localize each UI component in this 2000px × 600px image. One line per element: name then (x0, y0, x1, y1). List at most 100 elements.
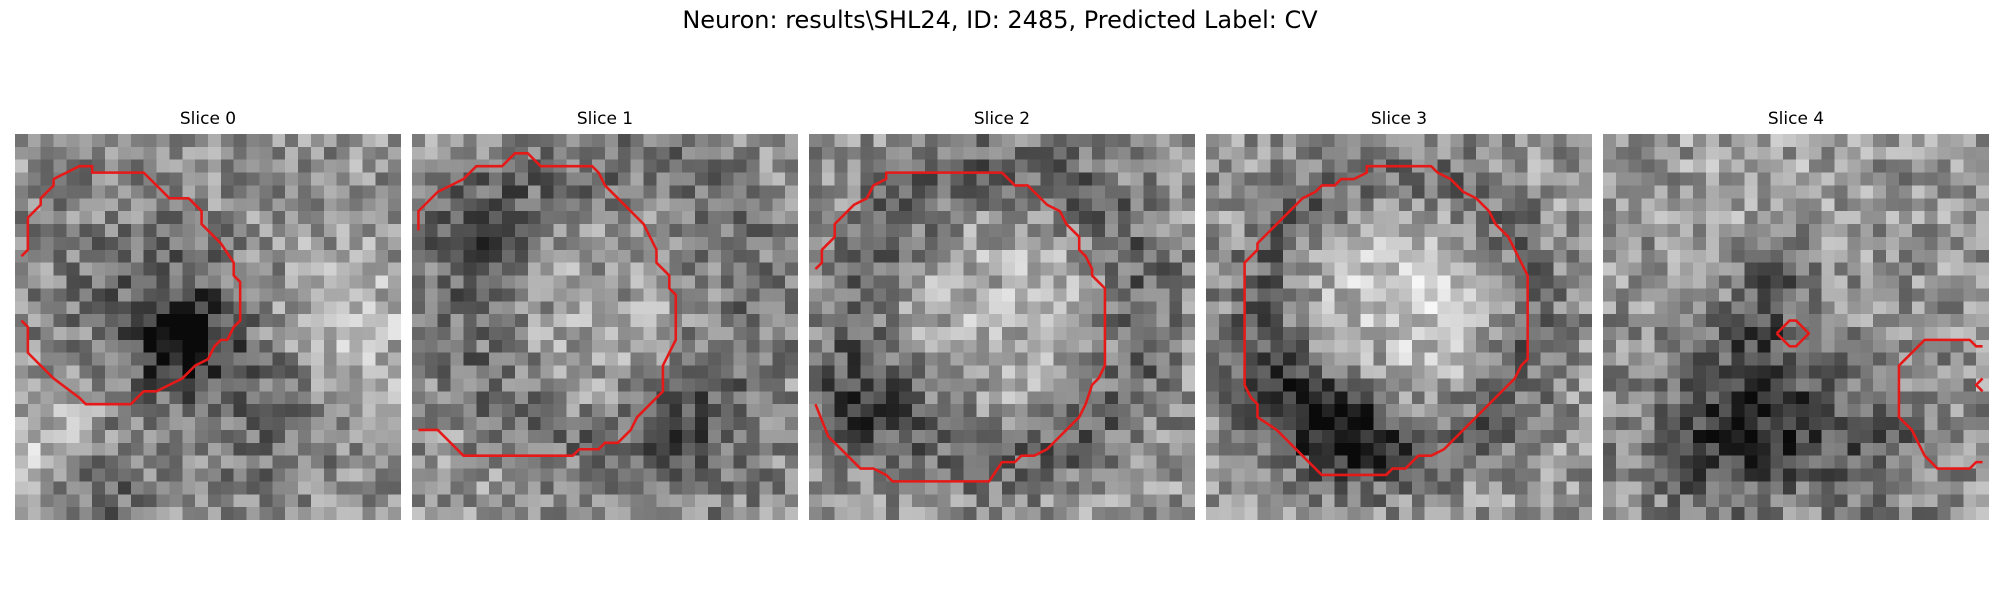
slice-pixel (1757, 455, 1771, 469)
slice-pixel (53, 391, 67, 405)
slice-pixel (834, 417, 848, 431)
slice-pixel (1231, 481, 1245, 495)
slice-pixel (1808, 429, 1822, 444)
slice-pixel (1424, 365, 1438, 379)
slice-pixel (1566, 159, 1580, 173)
slice-pixel (1886, 365, 1900, 379)
slice-pixel (1399, 198, 1413, 212)
slice-pixel (1040, 378, 1054, 392)
slice-pixel (412, 262, 426, 276)
slice-pixel (1654, 494, 1668, 508)
slice-pixel (1373, 352, 1387, 366)
slice-pixel (1399, 442, 1413, 456)
slice-pixel (1540, 275, 1554, 289)
slice-pixel (669, 507, 683, 520)
slice-pixel (1130, 198, 1144, 212)
slice-pixel (1027, 236, 1041, 251)
slice-pixel (246, 365, 260, 379)
slice-pixel (1231, 211, 1245, 225)
slice-pixel (1566, 455, 1580, 469)
slice-pixel (272, 417, 286, 431)
slice-pixel (579, 327, 593, 341)
slice-pixel (527, 314, 541, 328)
slice-pixel (476, 275, 490, 289)
slice-pixel (1437, 198, 1451, 212)
slice-pixel (1360, 365, 1374, 379)
slice-pixel (1182, 417, 1195, 431)
slice-pixel (156, 146, 170, 160)
slice-pixel (117, 429, 132, 444)
slice-pixel (1206, 378, 1220, 392)
slice-pixel (1143, 327, 1157, 341)
slice-pixel (834, 378, 848, 392)
slice-pixel (1206, 159, 1220, 173)
slice-pixel (1527, 211, 1541, 225)
slice-pixel (105, 301, 119, 315)
slice-pixel (1270, 198, 1284, 212)
slice-pixel (1411, 378, 1425, 392)
slice-pixel (323, 301, 337, 315)
slice-pixel (720, 275, 734, 289)
slice-pixel (1092, 507, 1106, 520)
slice-pixel (847, 352, 861, 366)
slice-pixel (285, 198, 299, 212)
slice-pixel (220, 185, 234, 199)
slice-pixel (1886, 211, 1900, 225)
slice-pixel (1860, 481, 1874, 495)
slice-pixel (1014, 417, 1028, 431)
slice-pixel (1411, 417, 1425, 431)
slice-pixel (1257, 494, 1271, 508)
slice-pixel (388, 327, 401, 341)
slice-pixel (388, 249, 401, 263)
slice-pixel (208, 159, 222, 173)
slice-pixel (1104, 391, 1119, 405)
slice-pixel (1040, 481, 1054, 495)
slice-pixel (1334, 442, 1348, 456)
slice-pixel (630, 327, 644, 341)
slice-pixel (873, 481, 887, 495)
slice-pixel (1218, 185, 1232, 199)
slice-pixel (592, 507, 606, 520)
slice-pixel (1628, 275, 1642, 289)
slice-pixel (117, 404, 132, 418)
slice-pixel (617, 146, 631, 160)
slice-pixel (1898, 224, 1913, 238)
slice-pixel (233, 391, 247, 405)
slice-pixel (66, 339, 80, 353)
slice-pixel (1603, 481, 1617, 495)
slice-pixel (1104, 301, 1119, 315)
slice-pixel (310, 211, 325, 225)
slice-pixel (1911, 352, 1925, 366)
slice-pixel (1334, 365, 1348, 379)
slice-pixel (772, 417, 786, 431)
slice-pixel (1244, 365, 1258, 379)
slice-pixel (1476, 468, 1490, 482)
slice-pixel (1373, 494, 1387, 508)
slice-pixel (1501, 288, 1516, 302)
slice-pixel (130, 442, 144, 456)
slice-pixel (1514, 288, 1528, 302)
slice-pixel (937, 146, 951, 160)
slice-pixel (1628, 442, 1642, 456)
slice-pixel (388, 275, 401, 289)
slice-pixel (388, 468, 401, 482)
slice-pixel (349, 159, 363, 173)
slice-pixel (208, 172, 222, 186)
slice-pixel (195, 365, 209, 379)
slice-pixel (1527, 146, 1541, 160)
slice-pixel (1796, 211, 1810, 225)
slice-pixel (310, 404, 325, 418)
slice-pixel (720, 494, 734, 508)
slice-pixel (695, 301, 709, 315)
slice-pixel (15, 275, 29, 289)
slice-pixel (1603, 224, 1617, 238)
slice-pixel (1206, 224, 1220, 238)
slice-pixel (1347, 327, 1361, 341)
slice-pixel (1463, 442, 1477, 456)
slice-pixel (566, 339, 580, 353)
contour-line (417, 152, 678, 457)
slice-pixel (169, 327, 183, 341)
slice-pixel (553, 365, 567, 379)
slice-pixel (1628, 391, 1642, 405)
slice-pixel (1783, 275, 1797, 289)
